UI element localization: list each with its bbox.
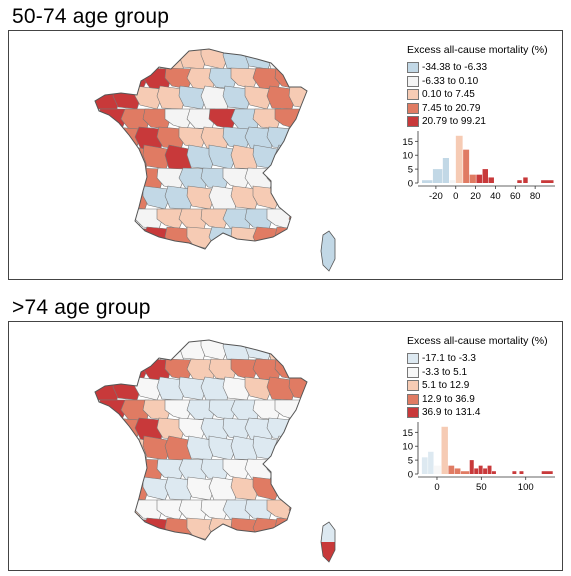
legend-swatch bbox=[407, 380, 419, 391]
france-outline bbox=[94, 339, 308, 541]
histogram-bar bbox=[541, 471, 553, 474]
histogram-bar bbox=[483, 468, 488, 474]
y-tick-label: 10 bbox=[402, 151, 413, 162]
histogram-bar bbox=[512, 471, 517, 474]
y-tick-label: 0 bbox=[408, 179, 413, 190]
histogram-bar bbox=[482, 169, 488, 183]
histogram-bar bbox=[460, 471, 470, 474]
x-tick-label: 40 bbox=[490, 191, 501, 202]
legend-label: -6.33 to 0.10 bbox=[422, 75, 479, 87]
france-outline bbox=[94, 48, 308, 250]
x-tick-label: 80 bbox=[530, 191, 541, 202]
y-tick-label: 15 bbox=[402, 428, 413, 439]
histogram-bar bbox=[442, 158, 449, 183]
x-tick-label: 0 bbox=[453, 191, 458, 202]
histogram-over-74: 0 5 10 15 0 50 100 bbox=[402, 422, 555, 493]
histogram-bar bbox=[421, 457, 428, 474]
legend-item: 7.45 to 20.79 bbox=[407, 102, 480, 115]
legend-swatch bbox=[407, 407, 419, 418]
y-tick-label: 15 bbox=[402, 137, 413, 148]
legend-label: 5.1 to 12.9 bbox=[422, 380, 470, 391]
legend-swatch bbox=[407, 366, 419, 378]
histogram-bar bbox=[469, 460, 474, 474]
histogram-bar bbox=[523, 177, 528, 183]
department-region bbox=[288, 85, 307, 110]
histogram-bar bbox=[541, 180, 554, 183]
x-tick-label: 0 bbox=[434, 482, 439, 493]
legend-item: -17.1 to -3.3 bbox=[407, 352, 476, 365]
histogram-bar bbox=[474, 468, 479, 474]
histogram-bar bbox=[478, 465, 483, 474]
legend-item: 36.9 to 131.4 bbox=[407, 406, 480, 419]
histogram-bar bbox=[428, 451, 434, 474]
histogram-bar bbox=[441, 426, 448, 474]
panel-title-over-74: >74 age group bbox=[12, 296, 151, 319]
legend-label: -34.38 to -6.33 bbox=[422, 62, 488, 73]
histogram-bar bbox=[448, 465, 455, 474]
histogram-bar bbox=[434, 465, 441, 474]
legend-item: -34.38 to -6.33 bbox=[407, 61, 487, 74]
histogram-bar bbox=[488, 177, 494, 183]
legend-label: 7.45 to 20.79 bbox=[422, 102, 481, 114]
legend-item: 5.1 to 12.9 bbox=[407, 379, 469, 392]
legend-swatch bbox=[407, 102, 419, 114]
y-tick-label: 5 bbox=[408, 165, 413, 176]
legend-label: -17.1 to -3.3 bbox=[422, 353, 476, 364]
legend-swatch bbox=[407, 393, 419, 405]
histogram-bar bbox=[455, 135, 463, 183]
france-map-over-74 bbox=[94, 339, 336, 563]
y-tick-label: 5 bbox=[408, 456, 413, 467]
legend-label: -3.3 to 5.1 bbox=[422, 366, 468, 378]
corsica-outline bbox=[320, 521, 336, 563]
department-region bbox=[288, 376, 307, 401]
histogram-bar bbox=[469, 174, 476, 183]
histogram-bar bbox=[432, 169, 443, 183]
histogram-bar bbox=[491, 471, 496, 474]
histogram-bar bbox=[454, 468, 461, 474]
histogram-bar bbox=[517, 180, 522, 183]
y-tick-label: 0 bbox=[408, 470, 413, 481]
legend-swatch bbox=[407, 116, 419, 127]
corsica-outline bbox=[320, 230, 336, 272]
map-panel-50-74: Excess all-cause mortality (%) -34.38 to… bbox=[8, 30, 563, 280]
y-tick-label: 10 bbox=[402, 442, 413, 453]
legend-item: 20.79 to 99.21 bbox=[407, 115, 486, 128]
legend-item: 0.10 to 7.45 bbox=[407, 88, 475, 101]
histogram-bar bbox=[463, 149, 470, 183]
legend-item: -3.3 to 5.1 bbox=[407, 366, 467, 379]
histogram-50-74: 0 5 10 15 -20 0 20 40 60 80 bbox=[402, 131, 555, 202]
legend-title: Excess all-cause mortality (%) bbox=[407, 335, 548, 347]
legend-swatch bbox=[407, 75, 419, 87]
map-panel-over-74: Excess all-cause mortality (%) -17.1 to … bbox=[8, 321, 563, 571]
histogram-bar bbox=[487, 465, 492, 474]
legend-item: -6.33 to 0.10 bbox=[407, 75, 478, 88]
corsica-north bbox=[321, 231, 335, 251]
histogram-bar bbox=[449, 180, 456, 183]
panel-title-50-74: 50-74 age group bbox=[12, 5, 170, 28]
france-map-50-74 bbox=[94, 48, 336, 272]
legend-title: Excess all-cause mortality (%) bbox=[407, 44, 548, 56]
x-tick-label: 20 bbox=[470, 191, 481, 202]
histogram-bar bbox=[421, 180, 433, 183]
legend-label: 12.9 to 36.9 bbox=[422, 393, 475, 405]
x-tick-label: 100 bbox=[518, 482, 534, 493]
corsica-north bbox=[321, 522, 335, 542]
x-tick-label: -20 bbox=[429, 191, 443, 202]
legend-swatch bbox=[407, 62, 419, 73]
legend-swatch bbox=[407, 89, 419, 100]
legend-label: 20.79 to 99.21 bbox=[422, 116, 486, 127]
legend-label: 0.10 to 7.45 bbox=[422, 89, 475, 100]
histogram-bar bbox=[519, 471, 524, 474]
x-tick-label: 60 bbox=[510, 191, 521, 202]
legend-label: 36.9 to 131.4 bbox=[422, 407, 481, 418]
histogram-bar bbox=[476, 174, 483, 183]
legend-item: 12.9 to 36.9 bbox=[407, 393, 475, 406]
x-tick-label: 50 bbox=[476, 482, 487, 493]
legend-swatch bbox=[407, 353, 419, 364]
